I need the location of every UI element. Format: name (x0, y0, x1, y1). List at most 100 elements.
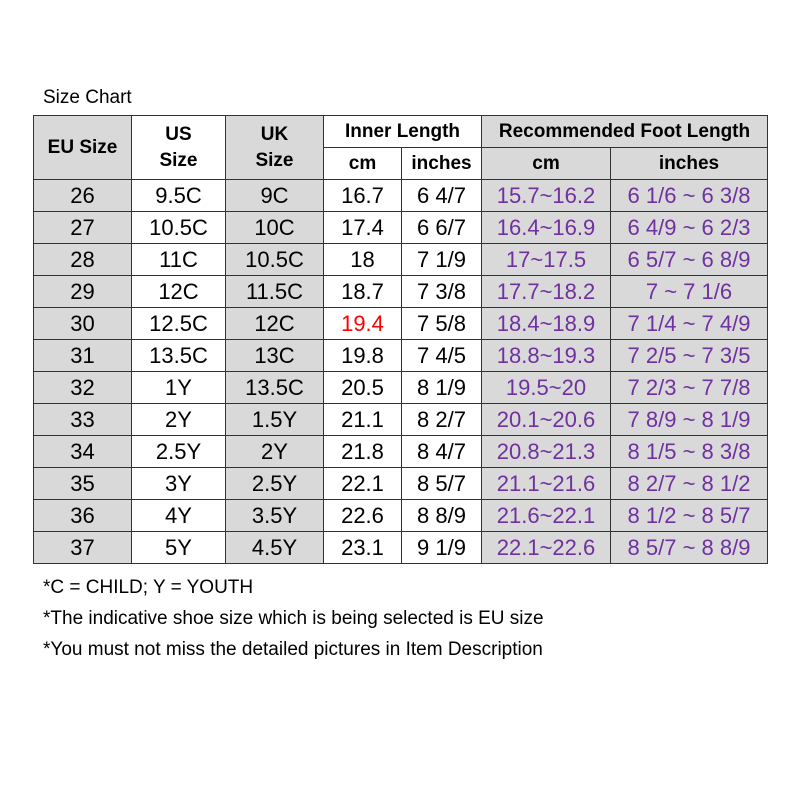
cell-eu-size: 35 (33, 467, 132, 500)
header-recommended-inches: inches (609, 147, 769, 180)
table-row: 26 9.5C 9C 16.7 6 4/7 15.7~16.2 6 1/6 ~ 6 3/8 (33, 179, 769, 212)
table-row: 33 2Y 1.5Y 21.1 8 2/7 20.1~20.6 7 8/9 ~ 8 1/9 (33, 403, 769, 436)
table-row: 36 4Y 3.5Y 22.6 8 8/9 21.6~22.1 8 1/2 ~ 8 5/7 (33, 499, 769, 532)
cell-uk-size: 4.5Y (225, 531, 324, 564)
cell-inner-cm: 22.6 (323, 499, 402, 532)
cell-us-size: 4Y (131, 499, 226, 532)
cell-inner-cm: 23.1 (323, 531, 402, 564)
size-chart-table: EU Size US Size UK Size Inner Length Rec… (33, 115, 769, 564)
cell-us-size: 1Y (131, 371, 226, 404)
cell-recommended-cm: 18.4~18.9 (481, 307, 611, 340)
cell-uk-size: 10C (225, 211, 324, 244)
cell-us-size: 12.5C (131, 307, 226, 340)
chart-title: Size Chart (43, 87, 132, 108)
cell-eu-size: 31 (33, 339, 132, 372)
table-row: 35 3Y 2.5Y 22.1 8 5/7 21.1~21.6 8 2/7 ~ 8 1/2 (33, 467, 769, 500)
cell-eu-size: 32 (33, 371, 132, 404)
header-inner-length: Inner Length (323, 115, 482, 148)
cell-eu-size: 33 (33, 403, 132, 436)
cell-recommended-cm: 18.8~19.3 (481, 339, 611, 372)
cell-us-size: 2Y (131, 403, 226, 436)
cell-inner-cm: 18 (323, 243, 402, 276)
header-recommended-cm: cm (481, 147, 611, 180)
cell-inner-inches: 8 1/9 (401, 371, 482, 404)
cell-uk-size: 13.5C (225, 371, 324, 404)
table-row: 31 13.5C 13C 19.8 7 4/5 18.8~19.3 7 2/5 ~ 7 3/… (33, 339, 769, 372)
table-row: 28 11C 10.5C 18 7 1/9 17~17.5 6 5/7 ~ 6 8/9 (33, 243, 769, 276)
cell-inner-inches: 9 1/9 (401, 531, 482, 564)
cell-inner-cm: 18.7 (323, 275, 402, 308)
cell-recommended-cm: 17~17.5 (481, 243, 611, 276)
table-body: 26 9.5C 9C 16.7 6 4/7 15.7~16.2 6 1/6 ~ 6 3/8 2… (33, 179, 769, 564)
cell-recommended-inches: 6 5/7 ~ 6 8/9 (609, 243, 769, 276)
cell-us-size: 10.5C (131, 211, 226, 244)
table-row: 32 1Y 13.5C 20.5 8 1/9 19.5~20 7 2/3 ~ 7 7/8 (33, 371, 769, 404)
cell-eu-size: 37 (33, 531, 132, 564)
cell-recommended-cm: 16.4~16.9 (481, 211, 611, 244)
cell-inner-inches: 8 2/7 (401, 403, 482, 436)
header-inner-cm: cm (323, 147, 402, 180)
header-inner-inches: inches (401, 147, 482, 180)
cell-eu-size: 29 (33, 275, 132, 308)
table-header: EU Size US Size UK Size Inner Length Rec… (33, 115, 769, 180)
note-line: *You must not miss the detailed pictures… (43, 639, 543, 660)
cell-recommended-inches: 7 1/4 ~ 7 4/9 (609, 307, 769, 340)
cell-recommended-cm: 20.8~21.3 (481, 435, 611, 468)
cell-recommended-cm: 22.1~22.6 (481, 531, 611, 564)
cell-inner-cm: 17.4 (323, 211, 402, 244)
cell-recommended-inches: 7 2/5 ~ 7 3/5 (609, 339, 769, 372)
header-uk-line2: Size (255, 149, 294, 171)
cell-eu-size: 28 (33, 243, 132, 276)
cell-inner-cm: 21.1 (323, 403, 402, 436)
cell-inner-inches: 8 8/9 (401, 499, 482, 532)
cell-uk-size: 9C (225, 179, 324, 212)
cell-uk-size: 2Y (225, 435, 324, 468)
cell-recommended-inches: 7 2/3 ~ 7 7/8 (609, 371, 769, 404)
cell-recommended-cm: 21.1~21.6 (481, 467, 611, 500)
cell-inner-inches: 6 4/7 (401, 179, 482, 212)
note-line: *C = CHILD; Y = YOUTH (43, 577, 254, 598)
cell-inner-inches: 7 4/5 (401, 339, 482, 372)
header-us-size: US Size (131, 115, 226, 180)
cell-recommended-inches: 6 1/6 ~ 6 3/8 (609, 179, 769, 212)
cell-us-size: 3Y (131, 467, 226, 500)
cell-recommended-inches: 8 5/7 ~ 8 8/9 (609, 531, 769, 564)
header-recommended-foot-length: Recommended Foot Length (480, 115, 769, 148)
cell-us-size: 12C (131, 275, 226, 308)
cell-recommended-inches: 8 1/2 ~ 8 5/7 (609, 499, 769, 532)
cell-recommended-inches: 7 8/9 ~ 8 1/9 (609, 403, 769, 436)
cell-inner-inches: 7 1/9 (401, 243, 482, 276)
table-row: 37 5Y 4.5Y 23.1 9 1/9 22.1~22.6 8 5/7 ~ 8 8/9 (33, 531, 769, 564)
cell-inner-cm: 21.8 (323, 435, 402, 468)
cell-us-size: 5Y (131, 531, 226, 564)
cell-eu-size: 27 (33, 211, 132, 244)
cell-eu-size: 34 (33, 435, 132, 468)
table-row: 29 12C 11.5C 18.7 7 3/8 17.7~18.2 7 ~ 7 1/6 (33, 275, 769, 308)
cell-uk-size: 3.5Y (225, 499, 324, 532)
cell-recommended-inches: 6 4/9 ~ 6 2/3 (609, 211, 769, 244)
header-us-line2: Size (159, 149, 198, 171)
cell-inner-inches: 6 6/7 (401, 211, 482, 244)
cell-uk-size: 2.5Y (225, 467, 324, 500)
cell-inner-inches: 8 4/7 (401, 435, 482, 468)
cell-inner-cm: 16.7 (323, 179, 402, 212)
cell-inner-inches: 7 3/8 (401, 275, 482, 308)
cell-recommended-cm: 15.7~16.2 (481, 179, 611, 212)
header-us-line1: US (165, 123, 192, 145)
cell-us-size: 13.5C (131, 339, 226, 372)
cell-inner-inches: 7 5/8 (401, 307, 482, 340)
cell-uk-size: 11.5C (225, 275, 324, 308)
notes: *C = CHILD; Y = YOUTH *The indicative sho… (43, 572, 544, 665)
cell-recommended-cm: 20.1~20.6 (481, 403, 611, 436)
cell-recommended-cm: 19.5~20 (481, 371, 611, 404)
cell-us-size: 2.5Y (131, 435, 226, 468)
cell-uk-size: 10.5C (225, 243, 324, 276)
cell-inner-inches: 8 5/7 (401, 467, 482, 500)
cell-inner-cm: 19.8 (323, 339, 402, 372)
cell-recommended-cm: 17.7~18.2 (481, 275, 611, 308)
note-line: *The indicative shoe size which is being… (43, 608, 544, 629)
cell-uk-size: 1.5Y (225, 403, 324, 436)
cell-inner-cm: 20.5 (323, 371, 402, 404)
cell-uk-size: 13C (225, 339, 324, 372)
table-row: 34 2.5Y 2Y 21.8 8 4/7 20.8~21.3 8 1/5 ~ 8 3/8 (33, 435, 769, 468)
